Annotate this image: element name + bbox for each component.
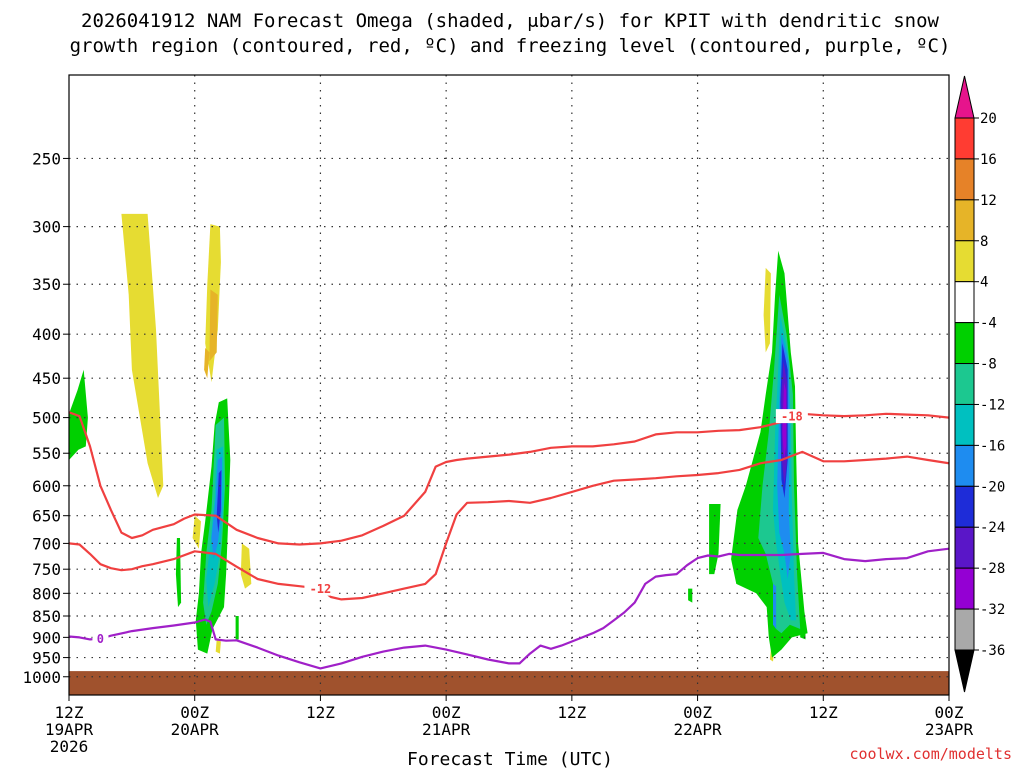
contour-line-0 bbox=[69, 547, 949, 670]
colorbar-label--4: -4 bbox=[980, 316, 997, 332]
x-tick-label-72-0: 12Z bbox=[809, 703, 838, 722]
colorbar-box-9 bbox=[954, 485, 975, 528]
omega-region-ascent-20apr-sfc bbox=[215, 639, 221, 654]
x-tick-label-60-0: 00Z bbox=[683, 703, 712, 722]
omega-region-sink-22apr-dot bbox=[688, 588, 693, 603]
x-tick-label-12-0: 00Z bbox=[180, 703, 209, 722]
colorbar-label--36: -36 bbox=[980, 643, 1005, 659]
x-tick-label-0-0: 12Z bbox=[55, 703, 84, 722]
plot-area: -18 -12 0 bbox=[68, 74, 950, 696]
colorbar-box-11 bbox=[954, 567, 975, 610]
x-tick-label-36-0: 00Z bbox=[432, 703, 461, 722]
y-tick-label-650: 650 bbox=[32, 507, 61, 526]
colorbar-label-4: 4 bbox=[980, 275, 988, 291]
y-tick-label-800: 800 bbox=[32, 584, 61, 603]
colorbar-label--16: -16 bbox=[980, 438, 1005, 454]
x-tick-label-36-1: 21APR bbox=[422, 720, 471, 739]
y-tick-label-500: 500 bbox=[32, 409, 61, 428]
colorbar-box-10 bbox=[954, 526, 975, 569]
colorbar-label-8: 8 bbox=[980, 234, 988, 250]
colorbar-box-7 bbox=[954, 403, 975, 446]
plot-frame bbox=[68, 74, 950, 696]
y-tick-label-300: 300 bbox=[32, 218, 61, 237]
omega-region-sink-20apr-dot bbox=[235, 616, 239, 640]
contour-label--18: -18 bbox=[781, 410, 803, 424]
x-tick-label-48-0: 12Z bbox=[557, 703, 586, 722]
colorbar-box-1 bbox=[954, 158, 975, 201]
y-tick-label-1000: 1000 bbox=[22, 668, 61, 687]
y-tick-label-900: 900 bbox=[32, 628, 61, 647]
x-tick-label-24-0: 12Z bbox=[306, 703, 335, 722]
colorbar-label--24: -24 bbox=[980, 520, 1005, 536]
colorbar-box-3 bbox=[954, 240, 975, 283]
colorbar-box-2 bbox=[954, 199, 975, 242]
x-axis-title: Forecast Time (UTC) bbox=[407, 749, 613, 768]
y-tick-label-400: 400 bbox=[32, 325, 61, 344]
y-tick-label-600: 600 bbox=[32, 477, 61, 496]
colorbar-label--12: -12 bbox=[980, 397, 1005, 413]
colorbar-label--28: -28 bbox=[980, 561, 1005, 577]
y-tick-label-850: 850 bbox=[32, 607, 61, 626]
omega-region-ascent-20apr-core2 bbox=[204, 347, 210, 379]
terrain-ground bbox=[69, 671, 949, 695]
colorbar-label-12: 12 bbox=[980, 193, 997, 209]
y-tick-label-350: 350 bbox=[32, 275, 61, 294]
omega-region-sink-20apr-strip bbox=[175, 538, 182, 608]
colorbar-bottom-arrow bbox=[954, 649, 975, 693]
x-tick-label-0-1: 19APR bbox=[45, 720, 94, 739]
contour-label-0: 0 bbox=[97, 632, 104, 646]
x-tick-label-60-1: 22APR bbox=[673, 720, 722, 739]
y-tick-label-450: 450 bbox=[32, 369, 61, 388]
colorbar-label--20: -20 bbox=[980, 479, 1005, 495]
omega-region-ascent-20apr-low bbox=[240, 543, 252, 589]
plot-inner: -18 -12 0 bbox=[69, 75, 949, 695]
y-tick-label-950: 950 bbox=[32, 649, 61, 668]
omega-region-ascent-19apr-upper bbox=[121, 213, 164, 498]
contour-label-bg--12 bbox=[304, 581, 337, 596]
colorbar-top-arrow bbox=[954, 75, 975, 119]
x-tick-label-84-1: 23APR bbox=[925, 720, 974, 739]
colorbar-box-5 bbox=[954, 322, 975, 365]
contour-label-bg--18 bbox=[775, 409, 808, 424]
colorbar-box-4 bbox=[954, 281, 975, 324]
contour-label--12: -12 bbox=[310, 582, 332, 596]
contour-line--12 bbox=[69, 450, 949, 601]
contour-line--18 bbox=[69, 411, 949, 546]
x-tick-label-84-0: 00Z bbox=[935, 703, 964, 722]
x-tick-label-0-2: 2026 bbox=[50, 737, 89, 756]
colorbar-box-6 bbox=[954, 363, 975, 405]
y-tick-label-550: 550 bbox=[32, 444, 61, 463]
credit-text: coolwx.com/modelts bbox=[849, 745, 1012, 763]
y-tick-label-700: 700 bbox=[32, 534, 61, 553]
omega-region-sink-22apr-lowblue bbox=[773, 583, 777, 629]
omega-region-sink-22apr-left bbox=[709, 504, 721, 575]
colorbar-label--8: -8 bbox=[980, 357, 997, 373]
omega-region-ascent-20apr-core bbox=[209, 289, 218, 362]
omega-region-ascent-22apr-upper bbox=[763, 267, 771, 353]
y-tick-label-750: 750 bbox=[32, 560, 61, 579]
x-tick-label-12-1: 20APR bbox=[171, 720, 220, 739]
contour-label-bg-0 bbox=[92, 631, 109, 646]
colorbar-label-16: 16 bbox=[980, 152, 997, 168]
chart-title-line-1: 2026041912 NAM Forecast Omega (shaded, μ… bbox=[81, 10, 939, 32]
colorbar-box-8 bbox=[954, 444, 975, 487]
colorbar-label-20: 20 bbox=[980, 111, 997, 127]
colorbar-label--32: -32 bbox=[980, 602, 1005, 618]
colorbar-box-0 bbox=[954, 117, 975, 160]
colorbar: 20 16 12 8 4 -4 -8 -12 -16 -20 -24 -28 -32 -36 bbox=[954, 75, 1005, 693]
y-axis: 250 300 350 400 450 500 550 600 650 700 750 800 850 9… bbox=[22, 149, 69, 687]
colorbar-box-12 bbox=[954, 608, 975, 651]
chart-title-line-2: growth region (contoured, red, ºC) and f… bbox=[70, 35, 951, 57]
y-tick-label-250: 250 bbox=[32, 149, 61, 168]
